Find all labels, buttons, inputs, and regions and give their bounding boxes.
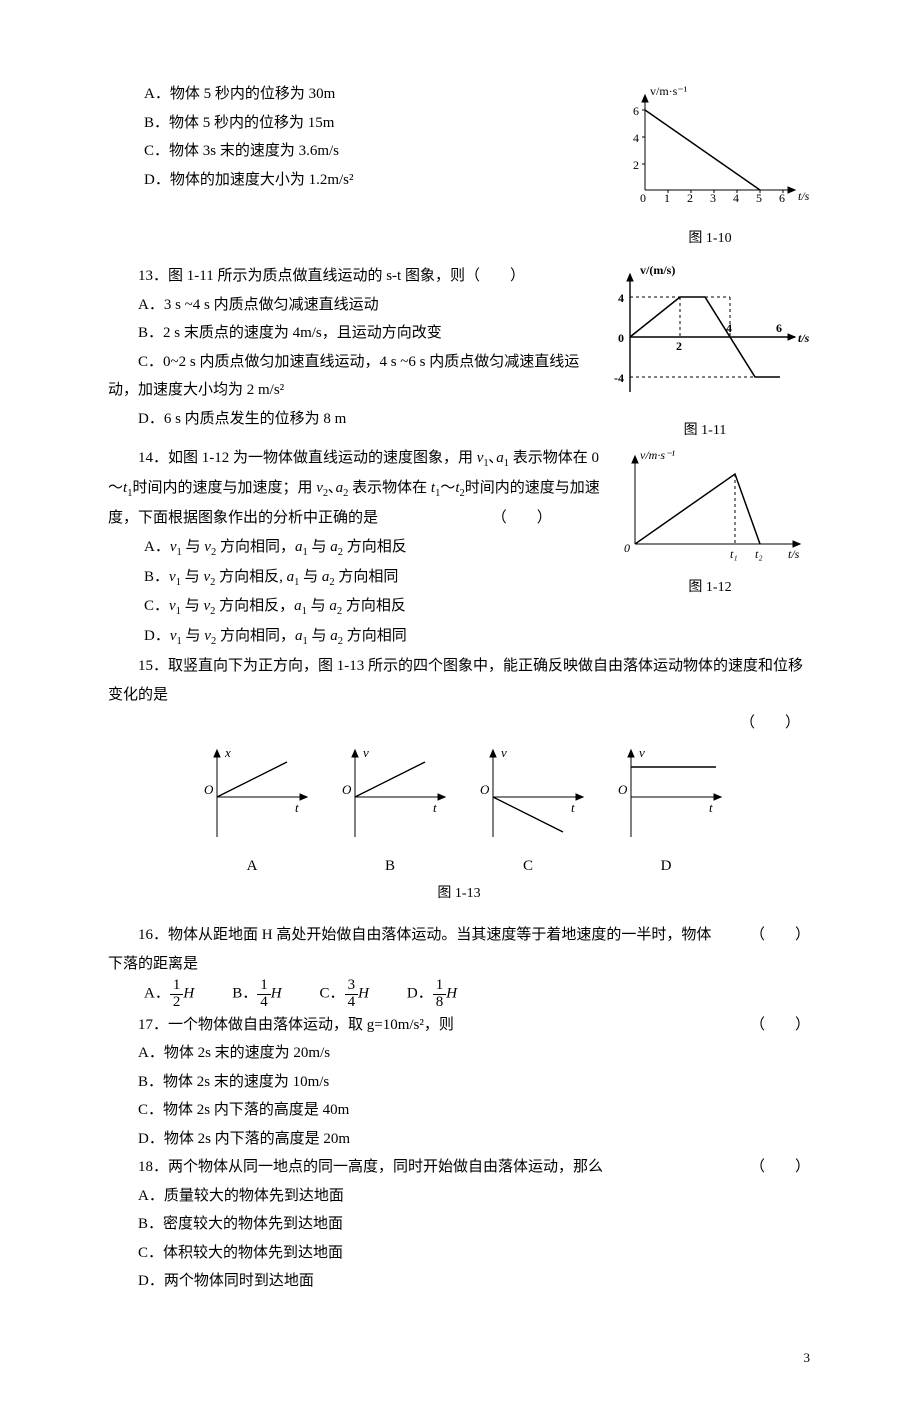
svg-text:3: 3 <box>710 191 716 205</box>
q14-C: C．v1 与 v2 方向相反，a1 与 a2 方向相反 <box>108 592 610 622</box>
svg-text:v: v <box>363 745 369 760</box>
q12-B: B．物体 5 秒内的位移为 15m <box>108 109 610 138</box>
svg-text:0: 0 <box>618 331 624 345</box>
q12-D: D．物体的加速度大小为 1.2m/s² <box>108 166 610 195</box>
svg-text:6: 6 <box>633 104 639 118</box>
svg-text:5: 5 <box>756 191 762 205</box>
svg-text:0: 0 <box>640 191 646 205</box>
q14-A: A．v1 与 v2 方向相同，a1 与 a2 方向相反 <box>108 533 610 563</box>
svg-text:1: 1 <box>664 191 670 205</box>
q12-C: C．物体 3s 末的速度为 3.6m/s <box>108 137 610 166</box>
svg-text:O: O <box>204 782 214 797</box>
q13-text: 13．图 1-11 所示为质点做直线运动的 s-t 图象，则（ ） A．3 s … <box>108 262 600 433</box>
svg-text:t/s: t/s <box>788 547 800 561</box>
q16-B: B．14H <box>232 978 281 1011</box>
fig110-caption: 图 1-10 <box>610 226 810 253</box>
q12-A: A．物体 5 秒内的位移为 30m <box>108 80 610 109</box>
svg-text:0: 0 <box>624 541 630 555</box>
q15-blank: （ ） <box>108 709 810 738</box>
q16-stem: 16．物体从距地面 H 高处开始做自由落体运动。当其速度等于着地速度的一半时，物… <box>108 921 810 978</box>
q14-D: D．v1 与 v2 方向相同，a1 与 a2 方向相同 <box>108 622 610 652</box>
q17-stem: 17．一个物体做自由落体运动，取 g=10m/s²，则 （ ） <box>108 1011 810 1040</box>
svg-text:t/s: t/s <box>798 189 810 203</box>
svg-text:v/m·s⁻¹: v/m·s⁻¹ <box>640 448 675 462</box>
q18: 18．两个物体从同一地点的同一高度，同时开始做自由落体运动，那么 （ ） A．质… <box>108 1153 810 1296</box>
q13-B: B．2 s 末质点的速度为 4m/s，且运动方向改变 <box>108 319 600 348</box>
figure-1-12: v/m·s⁻¹ 0 t₁ t₂ t/s 图 1-12 <box>610 444 810 601</box>
svg-text:4: 4 <box>618 291 624 305</box>
svg-text:O: O <box>342 782 352 797</box>
q12-options: A．物体 5 秒内的位移为 30m B．物体 5 秒内的位移为 15m C．物体… <box>108 80 610 194</box>
q18-C: C．体积较大的物体先到达地面 <box>108 1239 810 1268</box>
svg-text:t: t <box>433 800 437 815</box>
fig112-caption: 图 1-12 <box>610 575 810 602</box>
svg-text:-4: -4 <box>614 371 624 385</box>
fig113-panel-C: v O t C <box>463 742 593 881</box>
svg-text:v/(m/s): v/(m/s) <box>640 263 675 277</box>
svg-text:t₁: t₁ <box>730 547 738 561</box>
q14-row: 14．如图 1-12 为一物体做直线运动的速度图象，用 v1､a1 表示物体在 … <box>108 444 810 652</box>
q18-D: D．两个物体同时到达地面 <box>108 1267 810 1296</box>
q16-D: D．18H <box>407 978 457 1011</box>
svg-text:6: 6 <box>779 191 785 205</box>
q17-A: A．物体 2s 末的速度为 20m/s <box>108 1039 810 1068</box>
q18-A: A．质量较大的物体先到达地面 <box>108 1182 810 1211</box>
q17-C: C．物体 2s 内下落的高度是 40m <box>108 1096 810 1125</box>
q13-A: A．3 s ~4 s 内质点做匀减速直线运动 <box>108 291 600 320</box>
q16: 16．物体从距地面 H 高处开始做自由落体运动。当其速度等于着地速度的一半时，物… <box>108 921 810 1011</box>
q14-text: 14．如图 1-12 为一物体做直线运动的速度图象，用 v1､a1 表示物体在 … <box>108 444 610 652</box>
svg-text:4: 4 <box>733 191 739 205</box>
svg-text:v/m·s⁻¹: v/m·s⁻¹ <box>650 84 688 98</box>
svg-text:v: v <box>639 745 645 760</box>
q15-stem: 15．取竖直向下为正方向，图 1-13 所示的四个图象中，能正确反映做自由落体运… <box>108 652 810 709</box>
fig113-panel-D: v O t D <box>601 742 731 881</box>
svg-text:4: 4 <box>726 321 732 335</box>
fig113-panel-B: v O t B <box>325 742 455 881</box>
svg-text:t: t <box>709 800 713 815</box>
fig113-panel-A: x O t A <box>187 742 317 881</box>
svg-text:O: O <box>480 782 490 797</box>
svg-text:x: x <box>224 745 231 760</box>
q16-A: A．12H <box>144 978 194 1011</box>
svg-text:O: O <box>618 782 628 797</box>
q14-B: B．v1 与 v2 方向相反, a1 与 a2 方向相同 <box>108 563 610 593</box>
q12-row: A．物体 5 秒内的位移为 30m B．物体 5 秒内的位移为 15m C．物体… <box>108 80 810 252</box>
q16-options: A．12H B．14H C．34H D．18H <box>108 978 810 1011</box>
q17-D: D．物体 2s 内下落的高度是 20m <box>108 1125 810 1154</box>
figure-1-13: x O t A v O t B <box>108 742 810 881</box>
svg-text:t₂: t₂ <box>755 547 763 561</box>
svg-text:t: t <box>295 800 299 815</box>
q14-stem: 14．如图 1-12 为一物体做直线运动的速度图象，用 v1､a1 表示物体在 … <box>108 444 610 532</box>
q13-C: C．0~2 s 内质点做匀加速直线运动，4 s ~6 s 内质点做匀减速直线运动… <box>108 348 600 405</box>
fig113-caption: 图 1-13 <box>108 881 810 908</box>
svg-text:t: t <box>571 800 575 815</box>
svg-text:2: 2 <box>633 158 639 172</box>
svg-text:v: v <box>501 745 507 760</box>
svg-text:6: 6 <box>776 321 782 335</box>
figure-1-11: v/(m/s) t/s 4 0 -4 2 4 6 图 1-11 <box>600 262 810 444</box>
q17-B: B．物体 2s 末的速度为 10m/s <box>108 1068 810 1097</box>
svg-text:4: 4 <box>633 131 639 145</box>
svg-text:t/s: t/s <box>798 331 810 345</box>
q13-row: 13．图 1-11 所示为质点做直线运动的 s-t 图象，则（ ） A．3 s … <box>108 262 810 444</box>
svg-text:2: 2 <box>687 191 693 205</box>
q13-D: D．6 s 内质点发生的位移为 8 m <box>108 405 600 434</box>
q13-stem: 13．图 1-11 所示为质点做直线运动的 s-t 图象，则（ ） <box>108 262 600 291</box>
q16-C: C．34H <box>320 978 369 1011</box>
page-number: 3 <box>108 1346 810 1371</box>
svg-text:2: 2 <box>676 339 682 353</box>
figure-1-10: v/m·s⁻¹ t/s 6 4 2 0 1 2 3 4 5 6 <box>610 80 810 252</box>
page: A．物体 5 秒内的位移为 30m B．物体 5 秒内的位移为 15m C．物体… <box>108 80 810 1371</box>
fig111-caption: 图 1-11 <box>600 418 810 445</box>
q17: 17．一个物体做自由落体运动，取 g=10m/s²，则 （ ） A．物体 2s … <box>108 1011 810 1154</box>
q18-B: B．密度较大的物体先到达地面 <box>108 1210 810 1239</box>
q18-stem: 18．两个物体从同一地点的同一高度，同时开始做自由落体运动，那么 （ ） <box>108 1153 810 1182</box>
